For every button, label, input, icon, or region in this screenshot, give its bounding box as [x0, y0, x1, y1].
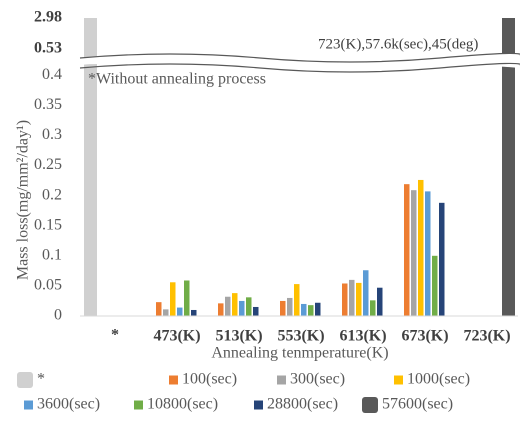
legend-label: 300(sec) [290, 371, 345, 388]
bar [294, 284, 300, 316]
bar [502, 18, 515, 316]
bar [377, 287, 383, 316]
bar [84, 18, 97, 316]
bar [191, 309, 197, 316]
y-tick-label: 0 [54, 307, 62, 324]
y-tick-label: 0.1 [42, 246, 62, 263]
bar [370, 300, 376, 316]
legend-swatch [362, 397, 378, 413]
bar [363, 270, 369, 316]
axis-break-line [79, 52, 520, 63]
y-tick-label: 2.98 [34, 9, 62, 26]
y-tick-label: 0.53 [34, 40, 62, 57]
bar [280, 300, 286, 316]
x-axis-label: Annealing tenmperature(K) [211, 345, 388, 362]
x-tick-label: * [111, 327, 119, 344]
bar [308, 305, 314, 316]
legend-swatch [394, 375, 403, 385]
bar [287, 297, 293, 316]
axis-break-band [79, 53, 520, 72]
legend-label: 3600(sec) [37, 396, 100, 413]
x-tick-label: 513(K) [215, 328, 262, 345]
legend-swatch [134, 400, 143, 410]
bar [315, 302, 321, 316]
legend-label: * [37, 371, 45, 388]
y-tick-label: 0.25 [34, 156, 62, 173]
bar [163, 309, 169, 316]
y-tick-label: 0.3 [42, 126, 62, 143]
legend-label: 1000(sec) [407, 371, 470, 388]
legend-label: 100(sec) [182, 371, 237, 388]
y-tick-label: 0.05 [34, 277, 62, 294]
legend-label: 57600(sec) [382, 396, 453, 413]
bar [349, 279, 355, 316]
bar [225, 296, 231, 316]
y-tick-label: 0.2 [42, 186, 62, 203]
bar [170, 282, 176, 316]
legend-swatch [17, 372, 33, 388]
y-axis-label: Mass loss(mg/mm²/day¹) [15, 120, 32, 280]
legend-swatch [169, 375, 178, 385]
bar [411, 190, 417, 316]
bar [156, 302, 162, 316]
bar [404, 184, 410, 316]
axis-break-line [79, 62, 520, 73]
y-tick-label: 0.35 [34, 96, 62, 113]
y-tick-label: 0.4 [42, 66, 62, 83]
x-tick-label: 613(K) [339, 328, 386, 345]
bar [246, 297, 252, 316]
legend-label: 28800(sec) [267, 396, 338, 413]
bar [356, 282, 362, 316]
bar [253, 306, 259, 316]
bar [177, 307, 183, 316]
bar [439, 202, 445, 316]
x-tick-label: 723(K) [463, 328, 510, 345]
bar [418, 179, 424, 316]
bar [232, 293, 238, 316]
legend-swatch [24, 400, 33, 410]
bar [218, 303, 224, 316]
legend-swatch [277, 375, 286, 385]
bar [342, 283, 348, 316]
bar [425, 191, 431, 316]
x-tick-label: 473(K) [153, 328, 200, 345]
annotation: *Without annealing process [88, 71, 266, 88]
bar [184, 280, 190, 316]
annotation: 723(K),57.6k(sec),45(deg) [318, 36, 478, 52]
x-tick-label: 553(K) [277, 328, 324, 345]
x-tick-label: 673(K) [401, 328, 448, 345]
bar [301, 303, 307, 316]
bar [239, 300, 245, 316]
bar [432, 255, 438, 316]
legend-label: 10800(sec) [147, 396, 218, 413]
y-tick-label: 0.15 [34, 216, 62, 233]
legend-swatch [254, 400, 263, 410]
